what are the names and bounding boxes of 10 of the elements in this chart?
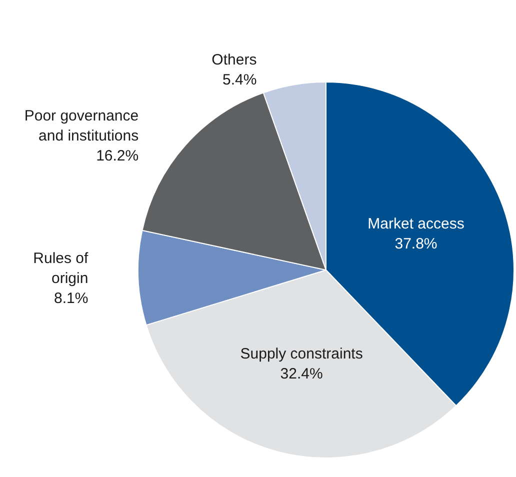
data-label: 32.4% <box>280 365 323 382</box>
data-label: 16.2% <box>96 147 139 164</box>
slice-label: Market access <box>368 215 464 232</box>
data-label: 37.8% <box>394 235 438 252</box>
slice-label: Others <box>212 51 257 68</box>
slice-label: Rules of origin <box>33 250 90 288</box>
data-label: 8.1% <box>54 290 88 308</box>
slice-label: Poor governance and institutions <box>24 107 139 144</box>
data-label: 5.4% <box>222 71 257 88</box>
slice-label: Supply constraints <box>240 345 363 362</box>
